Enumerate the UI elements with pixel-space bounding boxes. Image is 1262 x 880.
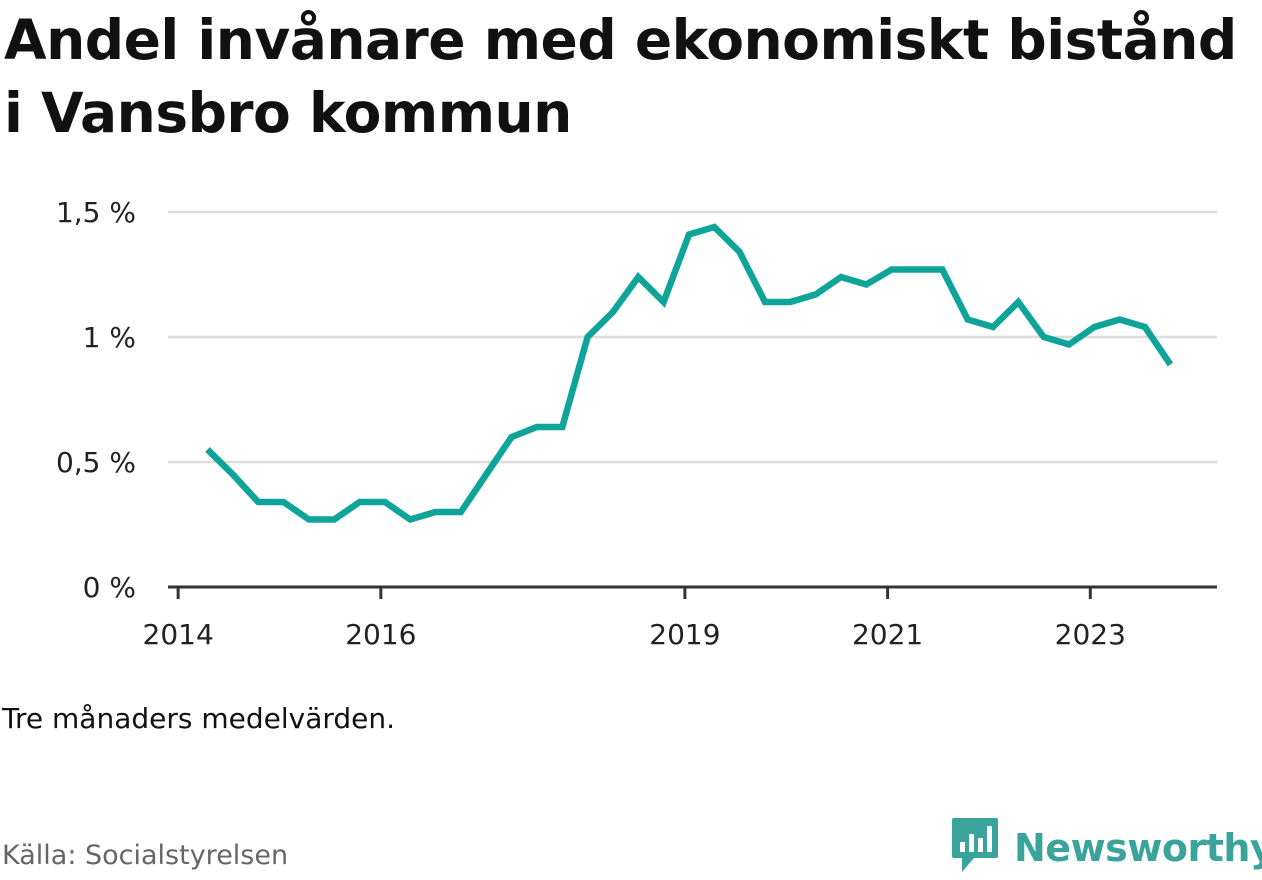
x-tick-label: 2021 — [852, 618, 923, 651]
series-layer — [205, 223, 1174, 524]
chart-title: Andel invånare med ekonomiskt bistånd i … — [4, 8, 1237, 145]
series-line-0 — [205, 223, 1174, 524]
y-tick-label: 0 % — [83, 571, 136, 604]
gridlines — [168, 210, 1217, 464]
line-chart: 0 % 0,5 % 1 % 1,5 % 2014 2016 2019 2021 2023 — [56, 196, 1217, 651]
y-tick-label: 0,5 % — [56, 446, 136, 479]
newsworthy-logo-icon — [950, 816, 1000, 880]
x-tick-label: 2023 — [1055, 618, 1126, 651]
x-tick-label: 2016 — [345, 618, 416, 651]
x-tick-label: 2014 — [143, 618, 214, 651]
newsworthy-brand[interactable]: Newsworthy — [950, 818, 1262, 878]
y-tick-label: 1 % — [83, 321, 136, 354]
brand-name: Newsworthy — [1014, 826, 1262, 870]
x-axis — [168, 585, 1217, 599]
x-axis-labels: 2014 2016 2019 2021 2023 — [143, 618, 1126, 651]
chart-note: Tre månaders medelvärden. — [2, 702, 396, 735]
y-tick-label: 1,5 % — [56, 196, 136, 229]
source-credit: Källa: Socialstyrelsen — [2, 840, 289, 871]
y-axis-labels: 0 % 0,5 % 1 % 1,5 % — [56, 196, 136, 604]
x-tick-label: 2019 — [649, 618, 720, 651]
